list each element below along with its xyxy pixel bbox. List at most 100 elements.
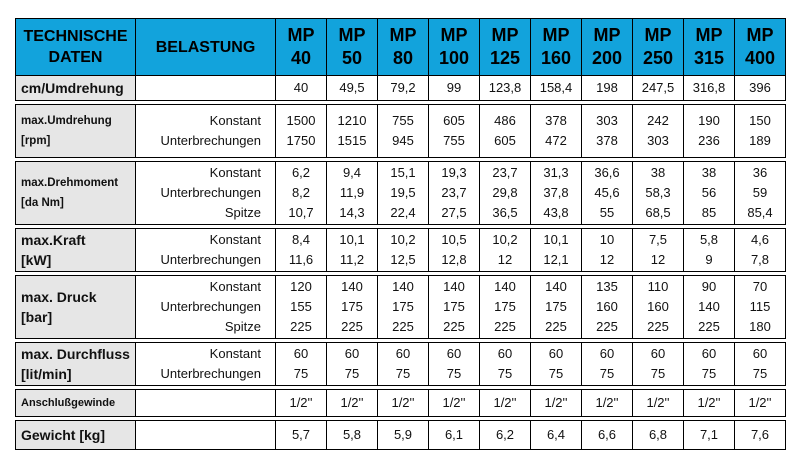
value-cell: 60 75 [479,342,531,386]
value-cell: 10,2 12 [479,228,531,272]
table-row-gewicht: Gewicht [kg] 5,7 5,8 5,9 6,1 6,2 6,4 6,6 6,8 7,1 7… [15,420,786,450]
row-spacer [15,338,786,343]
value-cell: 1500 1750 [275,104,327,158]
value: 31,3 [543,165,569,180]
value: 110 [647,279,669,294]
row-label-line: [kW] [21,252,52,268]
value: 155 [290,299,312,314]
value: 1515 [337,133,367,148]
row-label: max.Drehmoment [da Nm] [15,161,136,225]
value: 27,5 [441,205,467,220]
value: 175 [494,299,516,314]
value: 10 [599,232,615,247]
value: 486 [494,113,516,128]
value-cell: 60 75 [581,342,633,386]
value: 36 [752,165,768,180]
value: 29,8 [492,185,518,200]
header-model-line: MP [746,25,774,45]
header-model-line: MP [491,25,519,45]
value: 60 [344,346,360,361]
value-cell: 5,9 [377,420,429,450]
value-cell: 60 75 [326,342,378,386]
value: 19,3 [441,165,467,180]
value: 236 [698,133,720,148]
value-cell: 123,8 [479,75,531,101]
value: 58,3 [645,185,671,200]
value: 19,5 [390,185,416,200]
value: 225 [341,319,363,334]
value: 303 [647,133,669,148]
row-label-line: Gewicht [kg] [21,427,106,443]
value-cell: 60 75 [632,342,684,386]
value: 75 [446,366,462,381]
value: 8,4 [291,232,311,247]
value-cell: 1/2'' [734,389,786,417]
header-model-line: 125 [489,48,521,68]
spacer-cell [15,100,786,105]
header-model: MP 125 [479,18,531,76]
value: 36,5 [492,205,518,220]
value: 1/2'' [289,395,313,410]
value: 60 [701,346,717,361]
row-label: max.Umdrehung [rpm] [15,104,136,158]
row-label-line: [lit/min] [21,366,72,382]
value-cell: 10,1 12,1 [530,228,582,272]
value: 11,6 [288,252,314,267]
value: 75 [548,366,564,381]
header-technische-daten: TECHNISCHE DATEN [15,18,136,76]
value: 37,8 [543,185,569,200]
value: 123,8 [488,80,522,95]
value-cell: 6,8 [632,420,684,450]
header-model: MP 50 [326,18,378,76]
table-row-druck: max. Druck [bar] Konstant Unterbrechungen Sp… [15,275,786,339]
value-cell: 378 472 [530,104,582,158]
value-cell: 6,4 [530,420,582,450]
value-cell: 7,1 [683,420,735,450]
value-cell: 150 189 [734,104,786,158]
value: 60 [293,346,309,361]
technical-data-table: TECHNISCHE DATEN BELASTUNG MP 40 MP 50 MP 80 M… [15,18,786,450]
value-cell: 79,2 [377,75,429,101]
value: 75 [752,366,768,381]
header-model-line: 50 [341,48,363,68]
header-model: MP 40 [275,18,327,76]
header-row: TECHNISCHE DATEN BELASTUNG MP 40 MP 50 MP 80 M… [15,18,786,76]
load-type: Konstant [209,113,261,128]
value: 7,1 [699,427,719,442]
value-cell: 5,8 9 [683,228,735,272]
load-type: Konstant [209,346,261,361]
value-cell: 158,4 [530,75,582,101]
value-cell: 190 236 [683,104,735,158]
value: 12 [497,252,513,267]
header-model: MP 200 [581,18,633,76]
value: 225 [494,319,516,334]
value: 140 [443,279,465,294]
value: 396 [749,80,771,95]
value-cell: 1210 1515 [326,104,378,158]
value: 1/2'' [391,395,415,410]
row-label-line: max.Kraft [21,232,86,248]
value: 6,4 [546,427,566,442]
value: 472 [545,133,567,148]
header-model-line: 200 [591,48,623,68]
value: 10,1 [543,232,569,247]
load-type: Unterbrechungen [160,133,261,148]
header-model-line: 40 [290,48,312,68]
value: 605 [494,133,516,148]
load-cell: Konstant Unterbrechungen [135,228,276,272]
value-cell: 9,4 11,9 14,3 [326,161,378,225]
value: 4,6 [750,232,770,247]
value: 7,5 [648,232,668,247]
header-model: MP 315 [683,18,735,76]
load-cell: Konstant Unterbrechungen Spitze [135,161,276,225]
row-spacer [15,100,786,105]
value: 60 [446,346,462,361]
value: 22,4 [390,205,416,220]
spacer-cell [15,338,786,343]
value-cell: 486 605 [479,104,531,158]
row-spacer [15,416,786,421]
header-model: MP 80 [377,18,429,76]
row-label: max. Durchfluss [lit/min] [15,342,136,386]
value: 140 [341,279,363,294]
value: 140 [545,279,567,294]
